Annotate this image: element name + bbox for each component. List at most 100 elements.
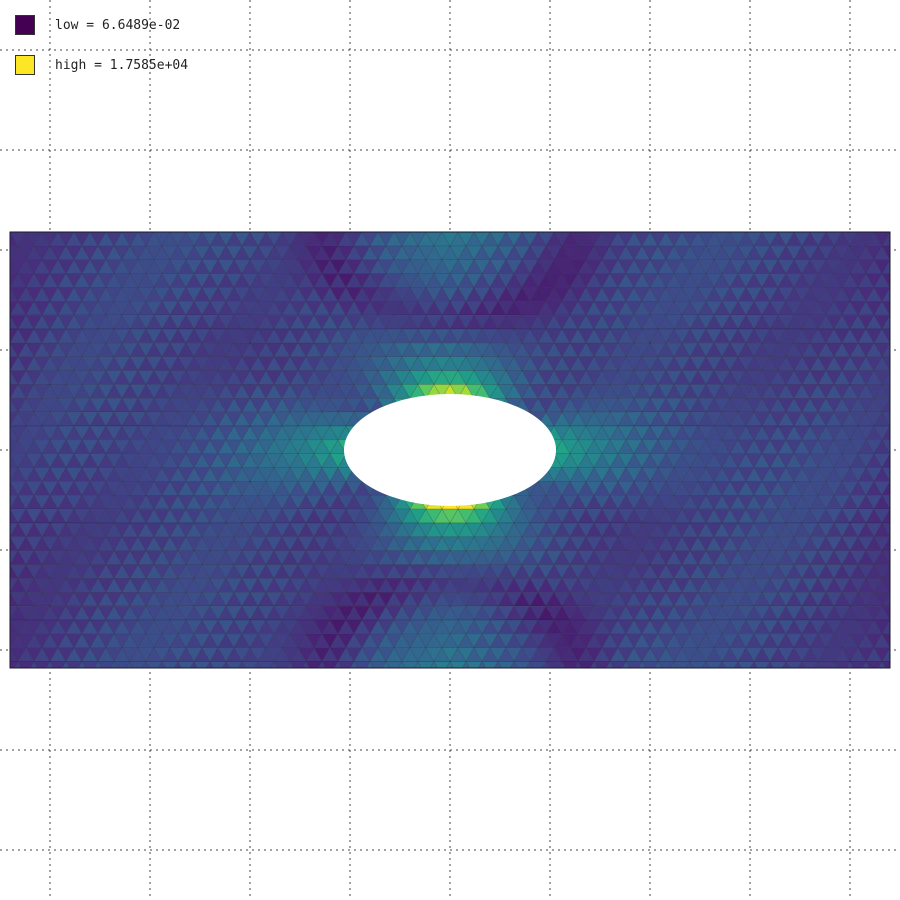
mesh-element — [881, 314, 890, 330]
mesh-element — [889, 259, 890, 261]
mesh-element — [385, 661, 403, 668]
mesh-element — [110, 661, 118, 668]
mesh-element — [881, 633, 890, 649]
mesh-element — [881, 397, 890, 413]
mesh-element — [889, 259, 890, 260]
mesh-element — [889, 425, 890, 427]
mesh-element — [177, 661, 195, 668]
mesh-element — [190, 661, 198, 668]
legend-low: low = 6.6489e-02 — [15, 14, 180, 36]
mesh-element — [881, 550, 890, 565]
mesh-element — [881, 591, 890, 607]
mesh-element — [673, 661, 691, 668]
mesh-element — [881, 245, 890, 261]
mesh-element — [881, 495, 890, 510]
mesh-element — [705, 661, 723, 668]
mesh-element — [10, 619, 11, 621]
mesh-element — [254, 661, 262, 668]
mesh-element — [865, 661, 883, 668]
mesh-element — [577, 661, 595, 668]
mesh-element — [321, 661, 339, 668]
mesh-element — [382, 661, 390, 668]
mesh-element — [814, 661, 822, 668]
mesh-element — [889, 564, 890, 565]
mesh-element — [753, 661, 771, 668]
mesh-element — [881, 661, 890, 668]
mesh-element — [113, 661, 131, 668]
mesh-element — [657, 661, 675, 668]
mesh-element — [238, 661, 246, 668]
mesh-element — [225, 661, 243, 668]
mesh-element — [889, 425, 890, 427]
mesh-element — [889, 287, 890, 288]
mesh-element — [782, 661, 790, 668]
mesh-element — [721, 661, 739, 668]
mesh-element — [49, 661, 67, 668]
mesh-element — [862, 661, 870, 668]
mesh-element — [97, 661, 115, 668]
mesh-border — [9, 231, 891, 669]
mesh-element — [10, 661, 19, 668]
mesh-element — [881, 411, 890, 427]
mesh-element — [10, 564, 11, 565]
mesh-element — [878, 661, 886, 668]
mesh-element — [10, 259, 11, 261]
mesh-element — [889, 453, 890, 454]
mesh-element — [206, 661, 214, 668]
mesh-element — [889, 287, 890, 288]
mesh-element — [702, 661, 710, 668]
mesh-element — [337, 661, 355, 668]
mesh-element — [689, 661, 707, 668]
mesh-element — [889, 370, 890, 371]
mesh-element — [881, 508, 890, 524]
mesh-element — [17, 661, 35, 668]
mesh-element — [889, 508, 890, 510]
mesh-element — [526, 661, 534, 668]
mesh-element — [625, 661, 643, 668]
mesh-element — [622, 661, 630, 668]
mesh-element — [889, 619, 890, 621]
mesh-element — [881, 356, 890, 371]
mesh-element — [302, 661, 310, 668]
mesh-element — [889, 564, 890, 565]
mesh-element — [881, 453, 890, 468]
mesh-element — [305, 661, 323, 668]
mesh-element — [497, 661, 515, 668]
mesh-element — [881, 605, 890, 621]
mesh-element — [126, 661, 134, 668]
mesh-element — [737, 661, 755, 668]
mesh-element — [545, 661, 563, 668]
mesh-element — [881, 370, 890, 385]
mesh-element — [398, 661, 406, 668]
mesh-element — [318, 661, 326, 668]
mesh-element — [478, 661, 486, 668]
mesh-element — [414, 661, 422, 668]
mesh-element — [766, 661, 774, 668]
mesh-element — [889, 398, 890, 399]
mesh-element — [465, 661, 483, 668]
mesh-element — [129, 661, 147, 668]
mesh-element — [10, 314, 11, 316]
legend-high-swatch — [15, 55, 35, 75]
mesh-element — [222, 661, 230, 668]
mesh-element — [366, 661, 374, 668]
mesh-element — [881, 232, 890, 247]
elliptical-hole — [344, 394, 556, 506]
mesh-element — [558, 661, 566, 668]
mesh-element — [889, 453, 890, 455]
mesh-element — [257, 661, 275, 668]
mesh-element — [890, 662, 900, 676]
mesh-element — [142, 661, 150, 668]
mesh-element — [10, 398, 11, 399]
mesh-element — [542, 661, 550, 668]
mesh-element — [881, 425, 890, 440]
mesh-element — [785, 661, 803, 668]
mesh-element — [881, 481, 890, 496]
mesh-element — [94, 661, 102, 668]
mesh-element — [62, 661, 70, 668]
mesh-element — [494, 661, 502, 668]
mesh-element — [881, 536, 890, 551]
mesh-element — [881, 259, 890, 274]
mesh-element — [417, 661, 435, 668]
